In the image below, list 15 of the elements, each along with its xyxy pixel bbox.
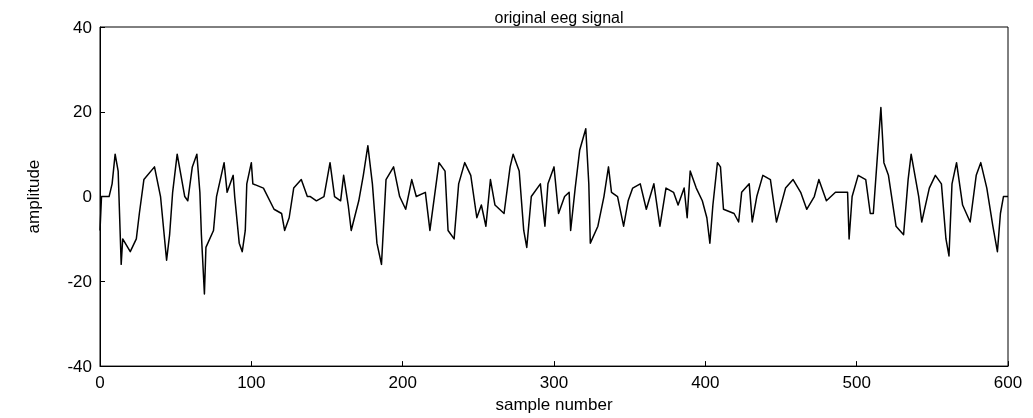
x-tick-label: 200 [388,373,417,393]
y-tick-label: -40 [67,356,92,376]
y-tick-label: 0 [82,187,92,207]
x-tick-label: 0 [95,373,105,393]
y-tick-label: -20 [67,271,92,291]
x-tick-label: 500 [842,373,871,393]
y-tick-label: 40 [73,17,92,37]
x-tick-label: 400 [691,373,720,393]
x-axis-title: sample number [495,395,613,414]
x-tick-label: 300 [539,373,569,393]
y-tick-label: 20 [73,102,92,122]
x-tick-label: 100 [237,373,266,393]
y-axis-title: amplitude [24,159,43,234]
x-tick-label: 600 [993,373,1023,393]
chart-title: original eeg signal [494,8,624,26]
